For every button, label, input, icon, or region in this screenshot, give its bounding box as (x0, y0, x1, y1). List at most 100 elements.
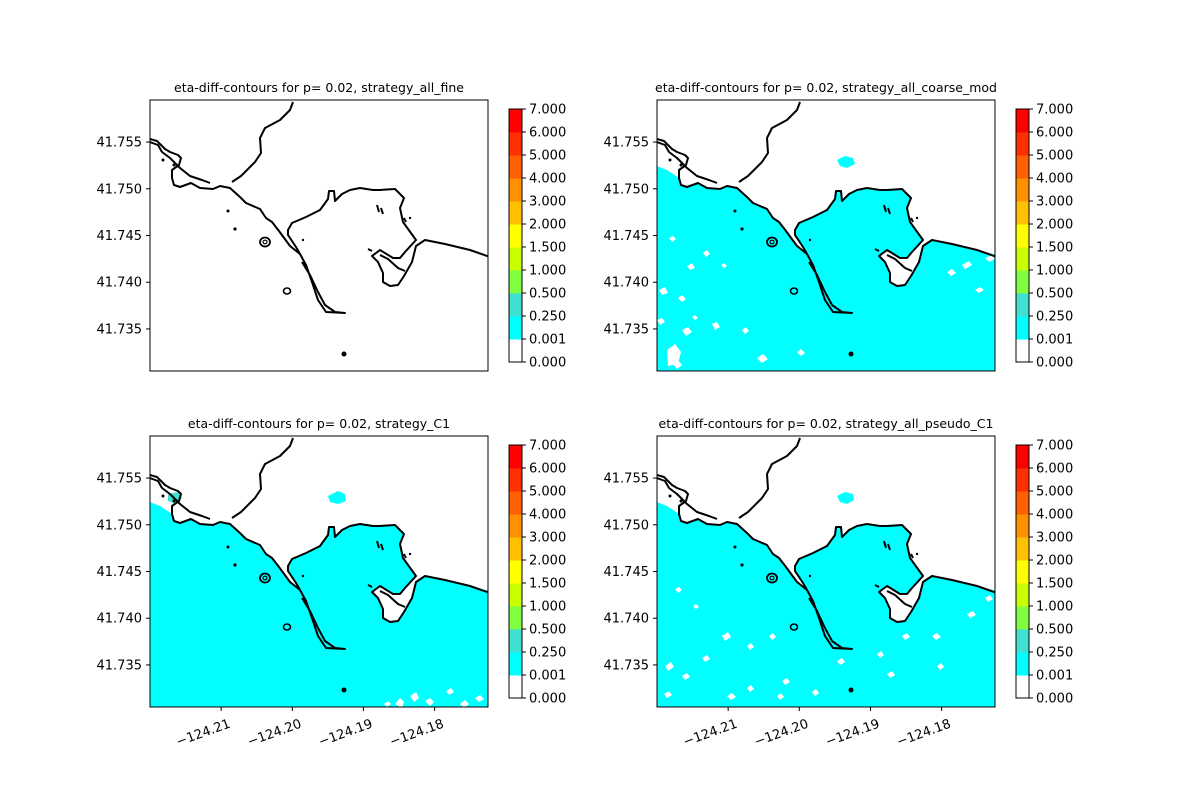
y-tick-label: 41.745 (604, 565, 650, 580)
colorbar-segment (509, 316, 522, 340)
colorbar-tick-label: 0.500 (1036, 623, 1073, 638)
colorbar-segment (509, 224, 522, 248)
white-gaps (664, 587, 993, 700)
colorbar-tick-label: 3.000 (1036, 531, 1073, 546)
colorbar-segment (1016, 247, 1029, 271)
colorbar-segment (509, 560, 522, 584)
colorbar-segment (509, 201, 522, 225)
y-tick-label: 41.755 (604, 472, 650, 487)
colorbar-segment (1016, 652, 1029, 676)
map-area (657, 436, 995, 707)
colorbar-segment (509, 514, 522, 538)
colorbar-segment (509, 293, 522, 317)
subplot-4: eta-diff-contours for p= 0.02, strategy_… (604, 416, 1074, 750)
colorbar-tick-label: 7.000 (1036, 439, 1073, 454)
colorbar-tick-label: 1.500 (529, 241, 566, 256)
y-tick-label: 41.740 (97, 612, 143, 627)
colorbar-tick-label: 0.000 (529, 356, 566, 371)
colorbar-segment (1016, 109, 1029, 133)
y-tick-label: 41.735 (604, 658, 650, 673)
subplot-1: eta-diff-contours for p= 0.02, strategy_… (97, 80, 566, 372)
colorbar-segment (509, 247, 522, 271)
colorbar-tick-label: 6.000 (529, 462, 566, 477)
colorbar-segment (1016, 560, 1029, 584)
colorbar-tick-label: 0.001 (1036, 669, 1073, 684)
colorbar-frame (1015, 444, 1030, 699)
colorbar-segment (1016, 178, 1029, 202)
island-markers (161, 158, 412, 357)
x-tick-label: −124.20 (753, 717, 811, 750)
colorbar-tick-label: 3.000 (1036, 195, 1073, 210)
colorbar-tick-label: 0.500 (529, 623, 566, 638)
colorbar-segment (1016, 583, 1029, 607)
colorbar-tick-label: 2.000 (1036, 218, 1073, 233)
colorbar-segment (1016, 201, 1029, 225)
colorbar-segment (509, 675, 522, 699)
y-tick-label: 41.755 (97, 472, 143, 487)
subplot-2: eta-diff-contours for p= 0.02, strategy_… (604, 80, 1073, 372)
colorbar-frame (508, 444, 523, 699)
subplot-3: eta-diff-contours for p= 0.02, strategy_… (97, 416, 567, 750)
y-tick-label: 41.745 (97, 229, 143, 244)
colorbar-tick-label: 1.500 (529, 577, 566, 592)
subplot-2-title: eta-diff-contours for p= 0.02, strategy_… (655, 80, 997, 95)
colorbar-tick-label: 5.000 (529, 149, 566, 164)
colorbar-tick-label: 7.000 (529, 103, 566, 118)
colorbar-tick-label: 7.000 (529, 439, 566, 454)
colorbar-tick-label: 0.000 (1036, 356, 1073, 371)
colorbar-tick-label: 1.500 (1036, 577, 1073, 592)
colorbar-tick-label: 5.000 (1036, 485, 1073, 500)
colorbar-segment (509, 606, 522, 630)
colorbar-segment (1016, 270, 1029, 294)
map-area (150, 436, 488, 707)
colorbar-segment (1016, 132, 1029, 156)
colorbar-segment (1016, 445, 1029, 469)
colorbar-tick-label: 0.250 (1036, 646, 1073, 661)
colorbar-segment (1016, 316, 1029, 340)
colorbar-segment (509, 155, 522, 179)
y-tick-label: 41.750 (604, 518, 650, 533)
colorbar-tick-label: 1.500 (1036, 241, 1073, 256)
colorbar-tick-label: 2.000 (529, 218, 566, 233)
colorbar-segment (1016, 339, 1029, 363)
colorbar-segment (509, 629, 522, 653)
colorbar-tick-label: 0.250 (529, 646, 566, 661)
y-tick-label: 41.740 (604, 276, 650, 291)
colorbar-tick-label: 0.500 (529, 287, 566, 302)
colorbar-tick-label: 0.001 (529, 669, 566, 684)
colorbar-tick-label: 1.000 (1036, 600, 1073, 615)
x-tick-label: −124.20 (246, 717, 304, 750)
colorbar-tick-label: 1.000 (1036, 264, 1073, 279)
colorbar-segment (509, 132, 522, 156)
colorbar-tick-label: 4.000 (1036, 172, 1073, 187)
colorbar-segment (509, 178, 522, 202)
colorbar-segment (509, 537, 522, 561)
colorbar-tick-label: 0.001 (529, 333, 566, 348)
colorbar-tick-label: 1.000 (529, 264, 566, 279)
colorbar-tick-label: 0.001 (1036, 333, 1073, 348)
y-tick-label: 41.750 (97, 518, 143, 533)
y-tick-label: 41.750 (604, 182, 650, 197)
colorbar-frame (1015, 108, 1030, 363)
y-tick-label: 41.740 (97, 276, 143, 291)
colorbar-segment (509, 652, 522, 676)
colorbar-tick-label: 5.000 (1036, 149, 1073, 164)
y-tick-label: 41.750 (97, 182, 143, 197)
x-tick-label: −124.21 (174, 717, 232, 750)
colorbar-tick-label: 7.000 (1036, 103, 1073, 118)
map-area (150, 100, 488, 371)
colorbar-tick-label: 0.250 (1036, 310, 1073, 325)
colorbar-segment (1016, 629, 1029, 653)
subplot-3-title: eta-diff-contours for p= 0.02, strategy_… (188, 416, 450, 431)
colorbar-segment (509, 491, 522, 515)
colorbar-tick-label: 0.250 (529, 310, 566, 325)
white-gaps (657, 236, 995, 369)
colorbar-segment (1016, 537, 1029, 561)
x-tick-label: −124.19 (317, 717, 375, 750)
x-tick-label: −124.19 (824, 717, 882, 750)
map-area (657, 100, 995, 371)
colorbar-tick-label: 0.000 (529, 692, 566, 707)
colorbar-segment (1016, 514, 1029, 538)
colorbar-tick-label: 6.000 (529, 126, 566, 141)
